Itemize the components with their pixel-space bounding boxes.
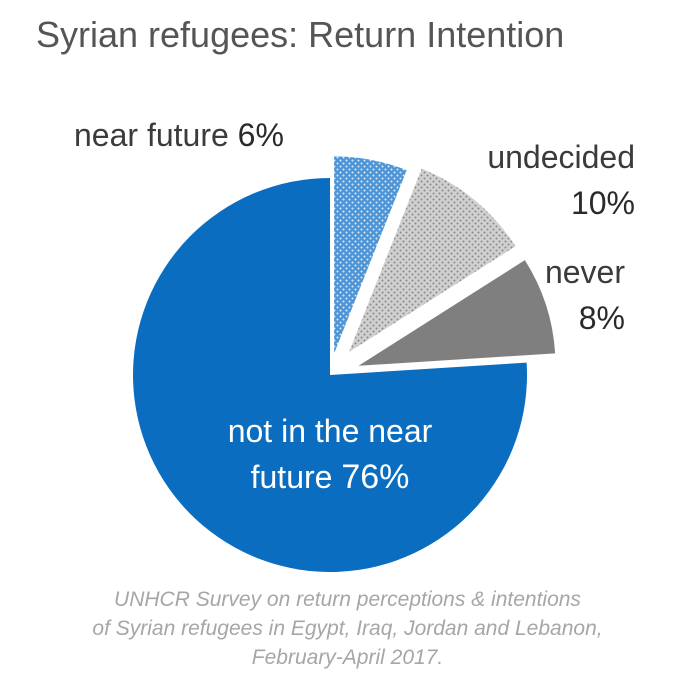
source-line-1: UNHCR Survey on return perceptions & int… (114, 588, 581, 611)
label-not-near-future: not in the near future 76% (130, 408, 530, 500)
label-near-future-text: near future (74, 117, 229, 153)
source-line-2: of Syrian refugees in Egypt, Iraq, Jorda… (92, 617, 603, 640)
slice-undecided (349, 168, 516, 352)
label-not-line1: not in the near (227, 413, 433, 449)
label-not-line2: future (250, 459, 333, 495)
label-never-pct: 8% (578, 300, 625, 336)
source-line-3: February-April 2017. (251, 646, 444, 669)
label-near-future-pct: 6% (237, 117, 284, 153)
label-undecided-pct: 10% (570, 185, 635, 221)
label-near-future: near future 6% (74, 112, 284, 158)
label-undecided: undecided 10% (487, 134, 635, 226)
slice-not-near-future (132, 178, 527, 573)
label-not-pct: 76% (341, 458, 410, 496)
chart-title: Syrian refugees: Return Intention (36, 14, 565, 55)
label-undecided-text: undecided (487, 139, 635, 175)
label-never-text: never (544, 254, 625, 290)
slice-near-future (334, 156, 407, 354)
slice-never (358, 260, 556, 366)
source-note: UNHCR Survey on return perceptions & int… (0, 585, 695, 672)
label-never: never 8% (545, 249, 625, 341)
